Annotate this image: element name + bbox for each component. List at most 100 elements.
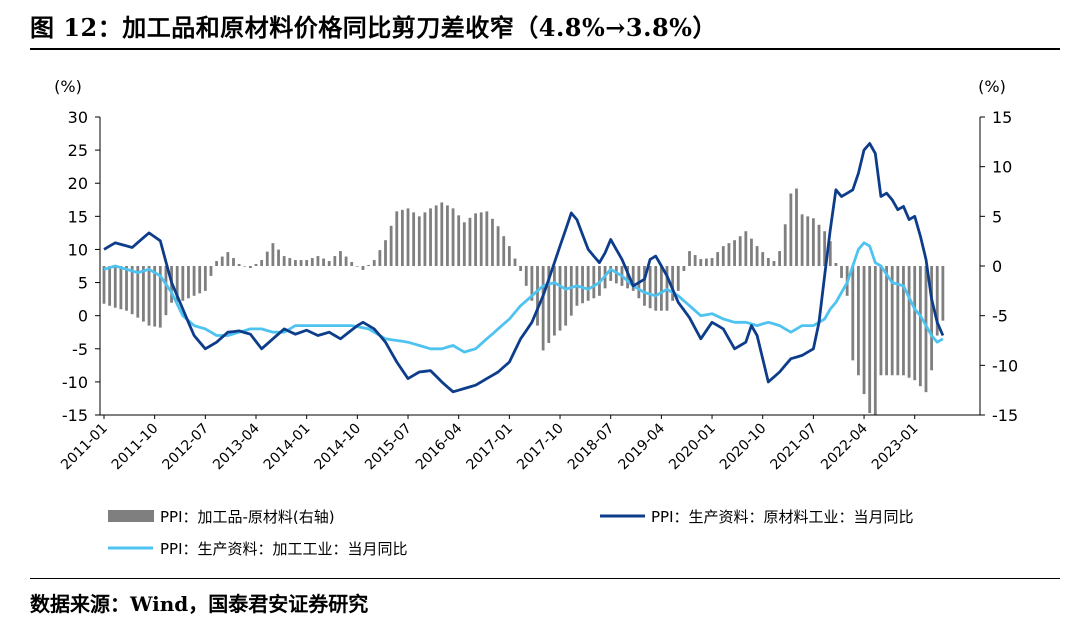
bar-mark xyxy=(440,202,444,266)
bar-mark xyxy=(384,240,387,266)
right-tick-label: 10 xyxy=(992,158,1012,177)
bar-mark xyxy=(643,266,646,306)
bar-mark xyxy=(659,266,663,311)
x-tick-label: 2022-04 xyxy=(818,420,871,473)
bar-mark xyxy=(491,218,494,266)
bar-mark xyxy=(879,266,883,376)
bar-mark xyxy=(367,265,371,266)
bar-mark xyxy=(536,266,539,326)
bar-mark xyxy=(530,266,534,301)
bottom-rule xyxy=(30,578,1060,579)
bar-mark xyxy=(344,256,348,266)
bar-mark xyxy=(108,266,112,306)
bar-mark xyxy=(795,188,798,266)
legend-raw-label: PPI：生产资料：原材料工业：当月同比 xyxy=(651,508,914,526)
bar-mark xyxy=(468,217,472,266)
left-tick-label: -15 xyxy=(62,406,88,425)
left-tick-label: -10 xyxy=(62,373,88,392)
x-tick-label: 2014-01 xyxy=(261,421,314,474)
x-tick-label: 2017-10 xyxy=(514,421,567,474)
bar-mark xyxy=(710,258,714,266)
bar-mark xyxy=(113,266,117,308)
bar-mark xyxy=(918,266,922,387)
bar-mark xyxy=(806,216,810,266)
bar-mark xyxy=(305,260,309,266)
bar-mark xyxy=(840,266,843,278)
bar-mark xyxy=(187,266,190,299)
legend-bar-swatch xyxy=(108,510,154,522)
bar-mark xyxy=(130,266,134,315)
bar-mark xyxy=(609,266,613,281)
bar-mark xyxy=(406,208,410,266)
bar-mark xyxy=(569,266,573,316)
bars-layer xyxy=(102,188,945,415)
bar-mark xyxy=(592,266,596,299)
bar-mark xyxy=(654,266,658,311)
legend-proc-label: PPI：生产资料：加工工业：当月同比 xyxy=(160,540,408,558)
bar-mark xyxy=(738,236,742,266)
bar-mark xyxy=(873,266,877,415)
bar-mark xyxy=(586,266,590,301)
x-tick-label: 2014-10 xyxy=(311,421,364,474)
x-tick-label: 2017-01 xyxy=(464,421,517,474)
left-tick-label: 25 xyxy=(68,141,88,160)
bar-mark xyxy=(755,246,759,266)
bar-mark xyxy=(857,266,860,376)
bar-mark xyxy=(147,266,151,326)
bar-mark xyxy=(750,238,753,266)
bar-mark xyxy=(564,266,568,326)
bar-mark xyxy=(485,211,489,266)
bar-mark xyxy=(496,226,500,266)
x-tick-label: 2011-01 xyxy=(58,421,111,474)
bar-mark xyxy=(783,224,787,266)
bar-mark xyxy=(553,266,556,336)
bar-mark xyxy=(761,252,765,266)
legend-layer: PPI：加工品-原材料(右轴) PPI：生产资料：原材料工业：当月同比 PPI：生产… xyxy=(108,508,914,558)
bar-mark xyxy=(237,264,241,266)
bar-mark xyxy=(716,252,720,266)
bar-mark xyxy=(243,266,247,267)
lines-layer xyxy=(103,142,945,394)
bar-mark xyxy=(474,213,477,266)
bar-mark xyxy=(930,266,934,371)
bar-mark xyxy=(361,266,365,270)
bar-mark xyxy=(902,266,905,376)
x-tick-label: 2019-04 xyxy=(616,420,669,473)
bar-mark xyxy=(372,260,376,266)
x-tick-label: 2021-07 xyxy=(768,421,821,474)
bar-mark xyxy=(699,259,703,266)
x-tick-label: 2013-04 xyxy=(210,420,263,473)
bar-mark xyxy=(721,246,725,266)
bar-mark xyxy=(209,266,213,276)
bar-mark xyxy=(941,266,945,321)
right-tick-label: -10 xyxy=(992,356,1018,375)
chart: 30 25 20 15 10 5 0 -5 -10 -15 15 10 5 0 -5 -10 -15 (%) (%)… xyxy=(54,77,1018,558)
source-note: 数据来源：Wind，国泰君安证券研究 xyxy=(30,592,369,616)
bar-mark xyxy=(693,255,697,266)
bar-mark xyxy=(102,266,106,304)
bar-mark xyxy=(862,266,866,395)
left-tick-label: 10 xyxy=(68,240,88,259)
bar-mark xyxy=(417,216,421,266)
bar-mark xyxy=(558,266,562,331)
bar-mark xyxy=(339,251,342,266)
bar-mark xyxy=(462,222,466,266)
bar-mark xyxy=(446,205,449,266)
bar-mark xyxy=(705,258,708,266)
bar-mark xyxy=(885,266,888,376)
left-tick-label: -5 xyxy=(72,340,88,359)
bar-mark xyxy=(299,260,303,266)
bar-mark xyxy=(423,212,427,266)
bar-mark xyxy=(834,263,838,266)
bar-mark xyxy=(265,251,269,266)
bar-mark xyxy=(389,225,393,266)
bar-mark xyxy=(451,208,455,266)
x-tick-label: 2016-04 xyxy=(413,420,466,473)
bar-mark xyxy=(513,258,517,266)
left-tick-label: 0 xyxy=(78,307,88,326)
bar-mark xyxy=(890,266,894,376)
bar-mark xyxy=(733,240,736,266)
bar-mark xyxy=(125,266,128,311)
x-tick-label: 2020-01 xyxy=(666,421,719,474)
bar-mark xyxy=(631,266,635,291)
